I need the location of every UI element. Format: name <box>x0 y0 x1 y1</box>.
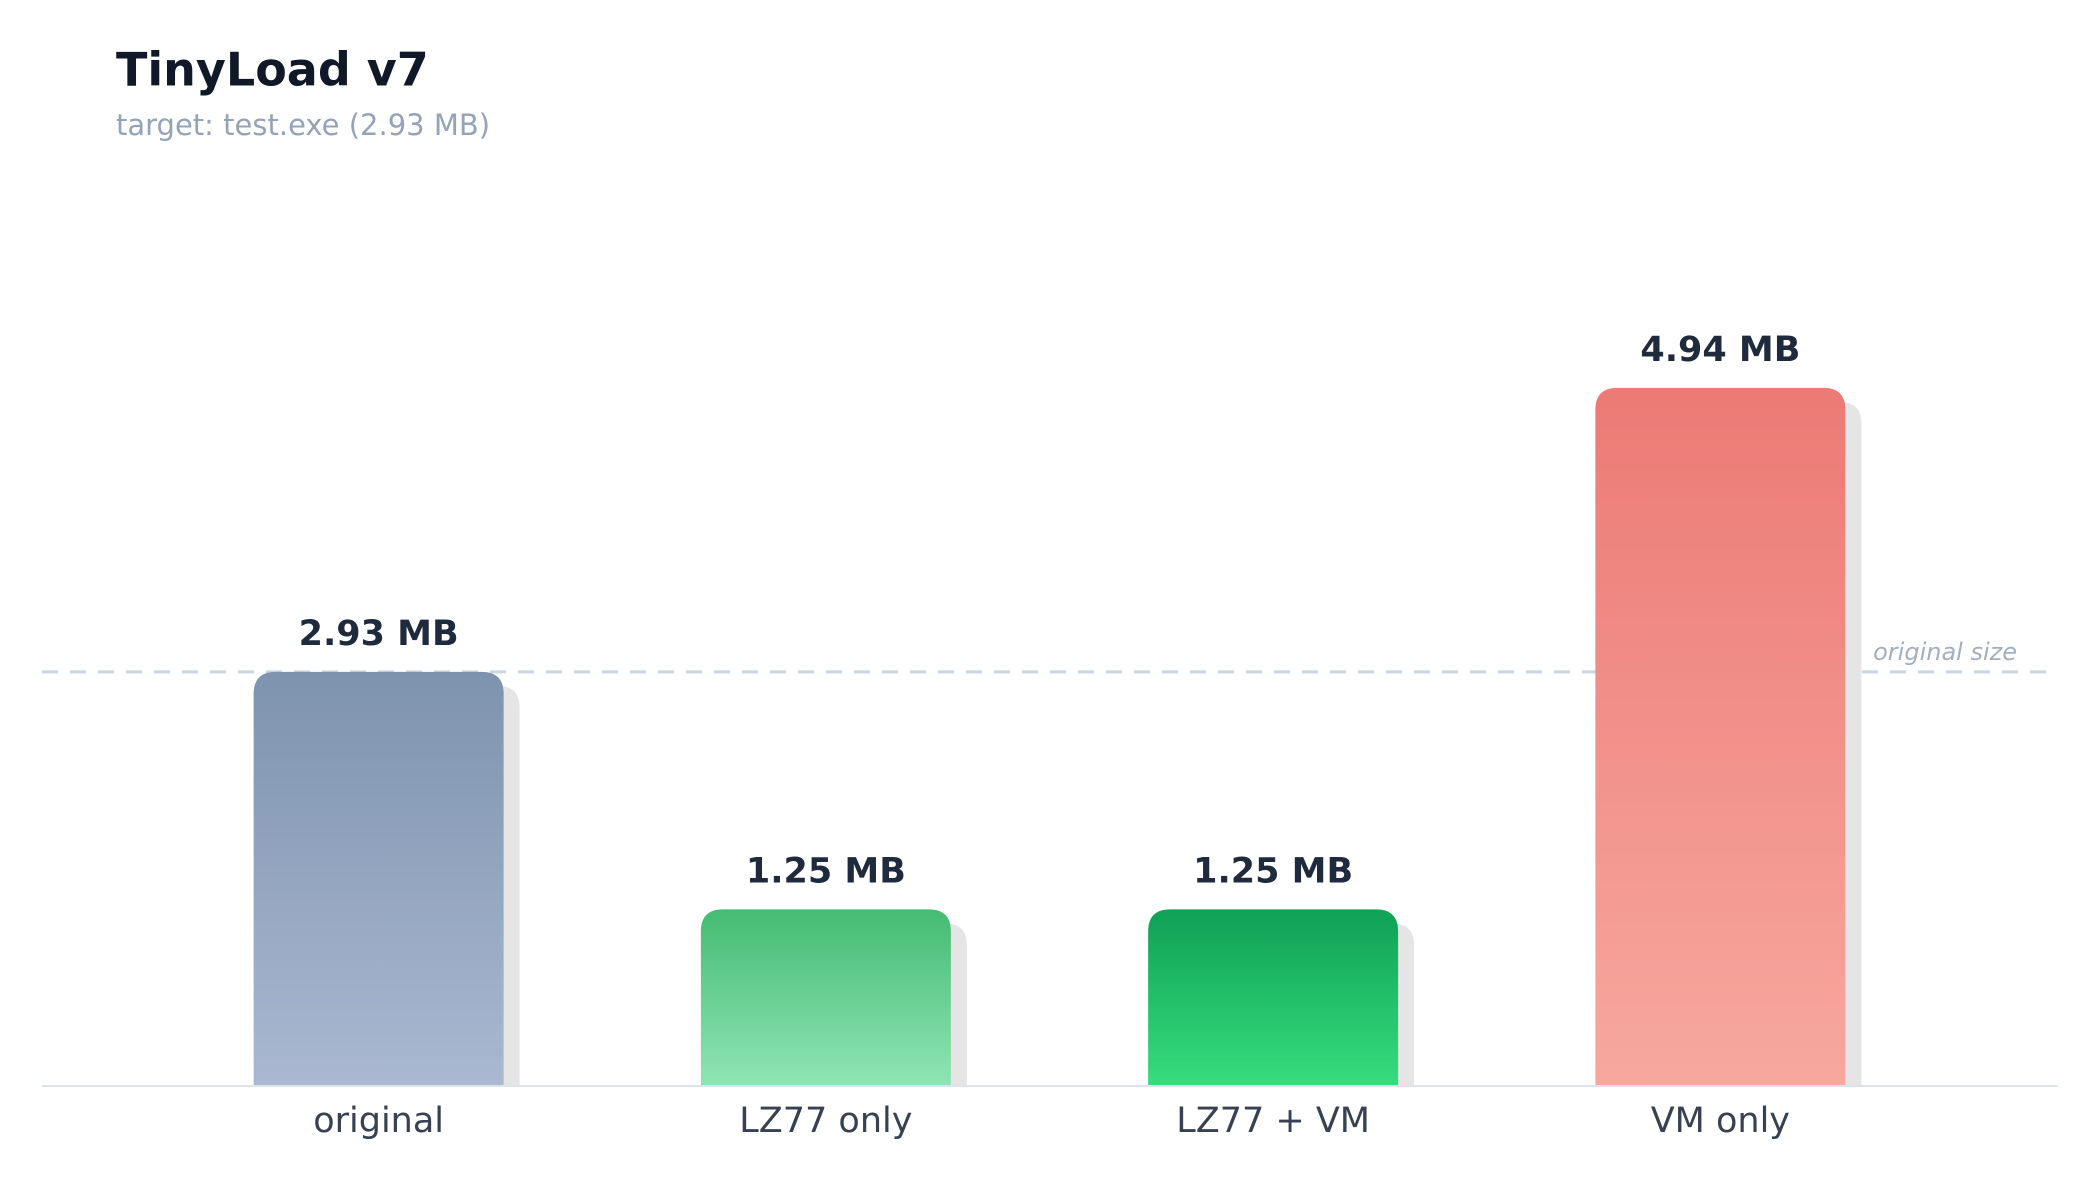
x-tick-label: LZ77 + VM <box>1176 1101 1370 1141</box>
bar <box>700 909 951 1086</box>
x-tick-label: LZ77 only <box>739 1101 912 1141</box>
chart-title: TinyLoad v7 <box>116 43 429 97</box>
value-label: 2.93 MB <box>299 614 459 654</box>
reference-label: original size <box>1873 638 2017 666</box>
value-label: 1.25 MB <box>746 851 906 891</box>
value-label: 4.94 MB <box>1640 330 1800 370</box>
chart-subtitle: target: test.exe (2.93 MB) <box>116 108 490 142</box>
bar <box>1148 909 1399 1086</box>
x-tick-label: original <box>313 1101 444 1141</box>
bar <box>253 671 504 1086</box>
x-tick-label: VM only <box>1651 1101 1790 1141</box>
bar <box>1595 387 1846 1086</box>
value-label: 1.25 MB <box>1193 851 1353 891</box>
